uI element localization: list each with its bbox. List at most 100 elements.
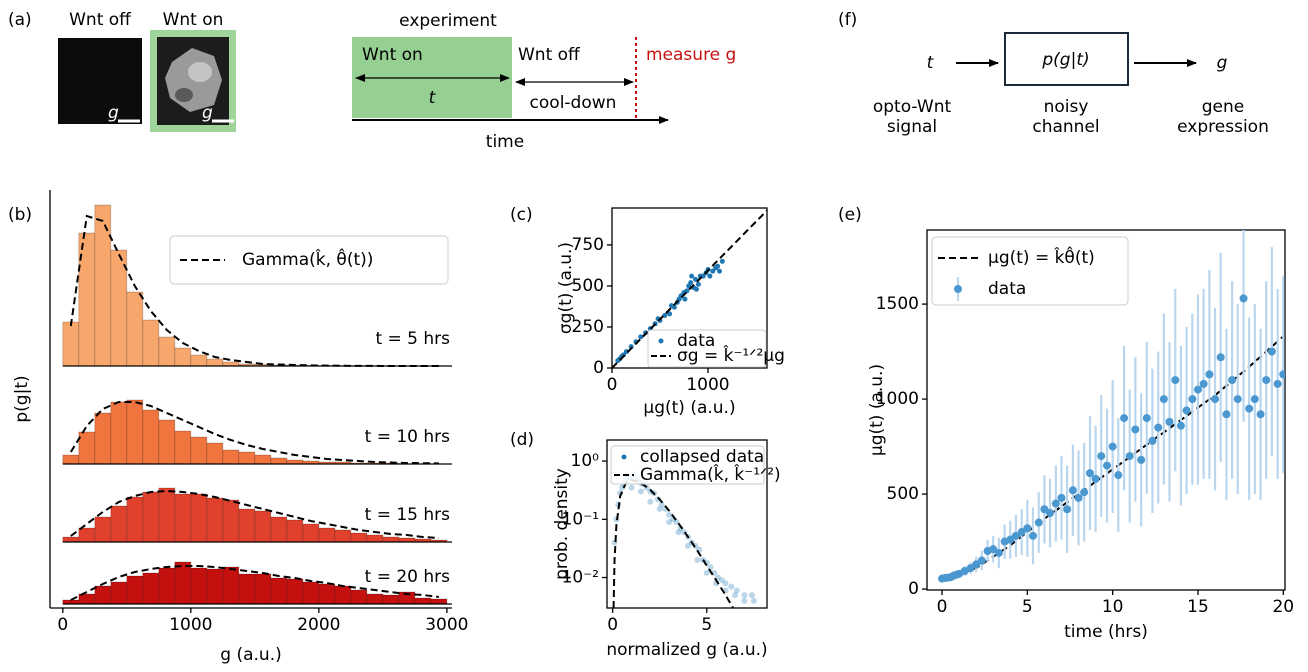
data-point: [1040, 505, 1049, 514]
data-point: [1165, 417, 1174, 426]
data-point: [647, 498, 654, 505]
bar: [382, 594, 400, 605]
fit-line: [611, 209, 768, 369]
bar: [222, 499, 240, 543]
data-point: [707, 564, 714, 571]
legend-label: data: [677, 331, 715, 351]
bar: [142, 491, 160, 543]
data-point: [1068, 486, 1077, 495]
data-point: [715, 263, 721, 269]
y-tick-label: 1000: [876, 389, 919, 409]
data-point: [1091, 474, 1100, 483]
data-point: [1176, 421, 1185, 430]
data-point: [1256, 410, 1265, 419]
y-tick-label: 0: [593, 358, 604, 378]
bar: [62, 321, 80, 367]
series-label: t = 5 hrs: [375, 329, 450, 349]
data-point: [750, 597, 757, 604]
data-point: [1074, 493, 1083, 502]
bar: [270, 457, 288, 465]
legend-swatch: [954, 285, 962, 293]
data-point: [1051, 499, 1060, 508]
data-point: [1097, 452, 1106, 461]
bar: [302, 523, 320, 543]
data-point: [1239, 294, 1248, 303]
data-point: [732, 592, 738, 599]
legend-box: [931, 236, 1129, 306]
data-point: [694, 557, 701, 564]
data-point: [989, 545, 998, 554]
x-tick-label: 20: [1272, 597, 1294, 617]
data-point: [1103, 461, 1112, 470]
x-tick-label: 10: [1102, 597, 1124, 617]
bar: [206, 497, 224, 543]
data-point: [1108, 442, 1117, 451]
data-point: [728, 583, 735, 590]
caption: noisy: [1044, 97, 1089, 117]
x-tick-label: 5: [1022, 597, 1033, 617]
bar: [318, 527, 336, 543]
bar: [222, 449, 240, 465]
bar: [158, 487, 176, 543]
legend-box: [647, 329, 767, 368]
data-point: [1063, 505, 1072, 514]
bar: [174, 347, 192, 367]
bar: [190, 436, 208, 465]
data-point: [1199, 379, 1208, 388]
bar: [366, 593, 384, 605]
data-point: [1028, 531, 1037, 540]
bar: [190, 567, 208, 605]
axes-frame: [611, 207, 768, 369]
bar: [206, 358, 224, 367]
legend-label: Gamma(k̂, θ̂(t)): [242, 247, 373, 270]
y-tick-label: 1500: [876, 294, 919, 314]
bar: [206, 442, 224, 465]
bar: [350, 589, 368, 605]
y-tick-label: 500: [887, 484, 919, 504]
bar: [238, 451, 256, 465]
image-title: Wnt off: [69, 10, 132, 30]
data-point: [1216, 353, 1225, 362]
bar: [270, 516, 288, 543]
data-point: [1125, 452, 1134, 461]
legend-label: collapsed data: [640, 447, 764, 467]
data-point: [1057, 493, 1066, 502]
image-title: Wnt on: [163, 10, 224, 30]
bar: [158, 567, 176, 605]
data-point: [1222, 410, 1231, 419]
data-point: [666, 511, 673, 518]
bar: [430, 598, 448, 605]
data-point: [1159, 395, 1168, 404]
x-tick-label: 3000: [425, 615, 468, 635]
data-point: [1245, 404, 1254, 413]
data-point: [1233, 395, 1242, 404]
data-point: [1137, 455, 1146, 464]
fit-line: [69, 401, 439, 465]
schematic-title: experiment: [399, 11, 497, 31]
bar: [334, 585, 352, 605]
bar: [366, 534, 384, 543]
data-point: [1193, 385, 1202, 394]
data-point: [1171, 376, 1180, 385]
x-axis-label: time (hrs): [1064, 622, 1148, 642]
bar: [238, 573, 256, 605]
bar: [174, 561, 192, 605]
data-point: [623, 349, 629, 355]
data-point: [658, 501, 665, 508]
legend-swatch: [621, 454, 627, 460]
data-point: [1006, 535, 1015, 544]
data-point: [1011, 531, 1020, 540]
y-axis-label: μg(t) (a.u.): [867, 364, 887, 456]
caption: channel: [1032, 117, 1099, 137]
bar: [62, 536, 80, 543]
caption: gene: [1202, 97, 1244, 117]
bar: [158, 419, 176, 465]
bar: [190, 493, 208, 543]
fit-line: [70, 489, 439, 539]
panel-label: (d): [510, 430, 534, 450]
cooldown-label: cool-down: [530, 93, 617, 113]
x-tick-label: 15: [1187, 597, 1209, 617]
data-point: [1267, 347, 1276, 356]
x-tick-label: 1000: [686, 375, 729, 395]
